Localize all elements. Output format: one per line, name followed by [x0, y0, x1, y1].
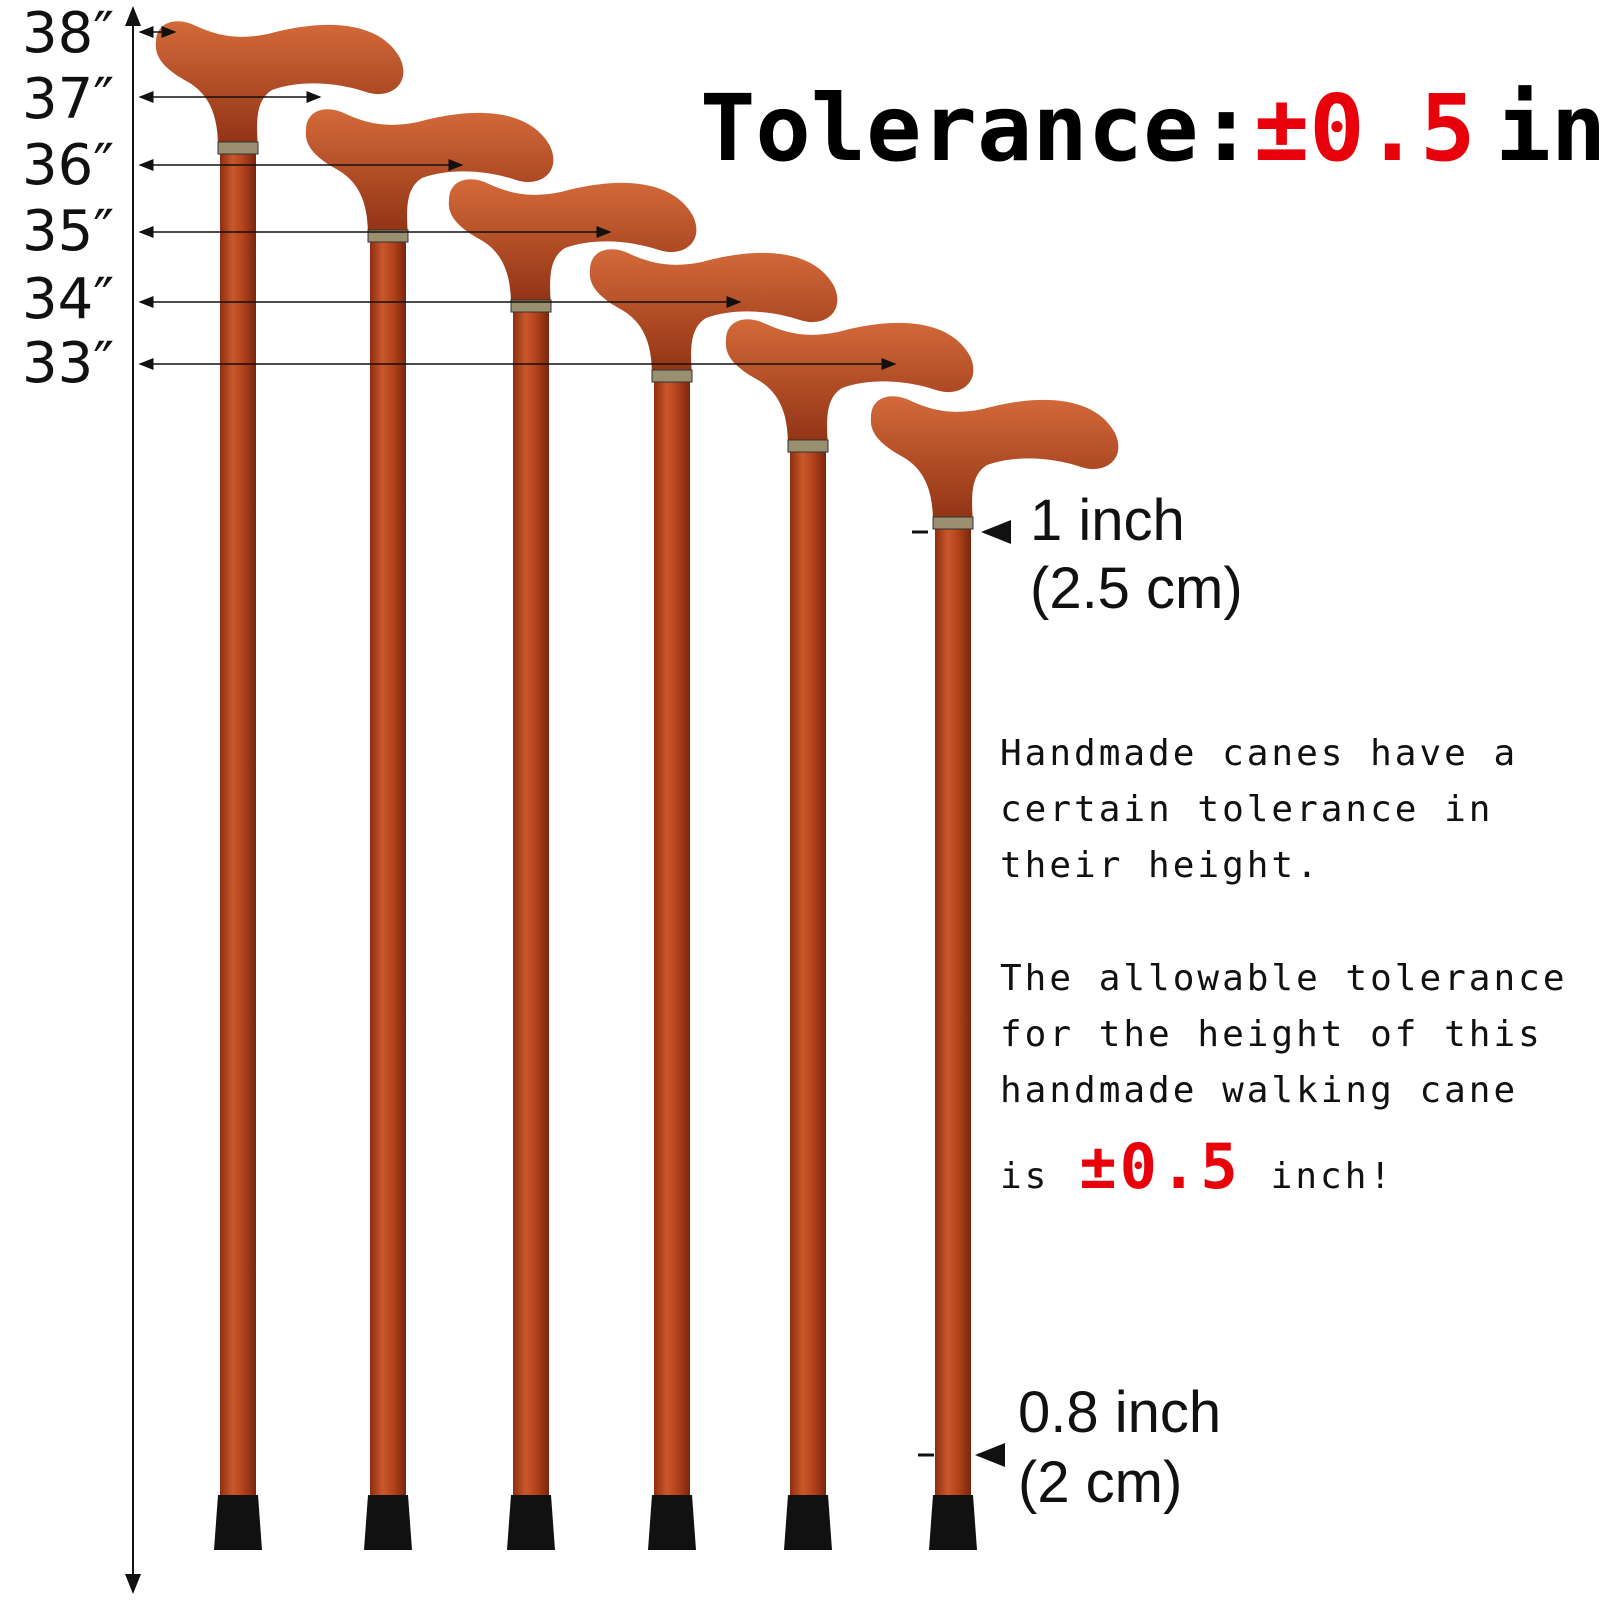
- cane-shaft: [370, 236, 406, 1500]
- cane-tip: [214, 1495, 262, 1550]
- height-label: 33″: [22, 331, 114, 396]
- top-diameter-inch: 1 inch: [1030, 488, 1185, 553]
- cane-tip: [929, 1495, 977, 1550]
- cane: [589, 249, 838, 1550]
- note-last-line: is ±0.5 inch!: [1000, 1130, 1394, 1203]
- cane: [305, 109, 554, 1550]
- title-unit: inch: [1495, 75, 1601, 182]
- cane-handle: [589, 249, 838, 376]
- cane-band: [787, 439, 829, 453]
- cane-shaft: [790, 446, 826, 1500]
- title-value: ±0.5: [1254, 75, 1476, 182]
- cane-tip: [364, 1495, 412, 1550]
- cane-band: [932, 516, 974, 530]
- cane-shaft: [654, 376, 690, 1500]
- note: Handmade canes have a certain tolerance i…: [1000, 733, 1568, 1111]
- note-line: Handmade canes have a: [1000, 733, 1518, 774]
- cane: [725, 319, 974, 1550]
- height-label: 35″: [22, 199, 114, 264]
- note-unit: inch!: [1271, 1156, 1394, 1197]
- cane-band: [217, 141, 259, 155]
- cane-tip: [507, 1495, 555, 1550]
- cane-shaft: [220, 148, 256, 1500]
- height-label: 34″: [22, 267, 114, 332]
- cane-shaft: [935, 523, 971, 1500]
- cane-tip: [784, 1495, 832, 1550]
- note-line: handmade walking cane: [1000, 1070, 1518, 1111]
- cane-handle: [870, 396, 1119, 523]
- cane: [448, 179, 697, 1550]
- height-label: 38″: [22, 1, 114, 66]
- cane-band: [651, 369, 693, 383]
- cane-handle: [725, 319, 974, 446]
- cane: [870, 396, 1119, 1550]
- title-label: Tolerance:: [700, 75, 1254, 182]
- note-line: The allowable tolerance: [1000, 958, 1568, 999]
- height-label: 36″: [22, 133, 114, 198]
- cane-handle: [448, 179, 697, 306]
- note-line: their height.: [1000, 845, 1321, 886]
- note-line: certain tolerance in: [1000, 789, 1493, 830]
- cane-tip: [648, 1495, 696, 1550]
- canes: [155, 21, 1119, 1550]
- cane: [155, 21, 404, 1550]
- cane-shaft: [513, 306, 549, 1500]
- note-value: ±0.5: [1079, 1130, 1240, 1203]
- note-prefix: is: [1000, 1156, 1049, 1197]
- note-line: for the height of this: [1000, 1014, 1543, 1055]
- top-diameter-cm: (2.5 cm): [1030, 556, 1243, 621]
- cane-handle: [155, 21, 404, 149]
- bottom-diameter-cm: (2 cm): [1018, 1450, 1182, 1515]
- bottom-diameter-inch: 0.8 inch: [1018, 1380, 1221, 1445]
- height-label: 37″: [22, 67, 114, 132]
- cane-handle: [305, 109, 554, 236]
